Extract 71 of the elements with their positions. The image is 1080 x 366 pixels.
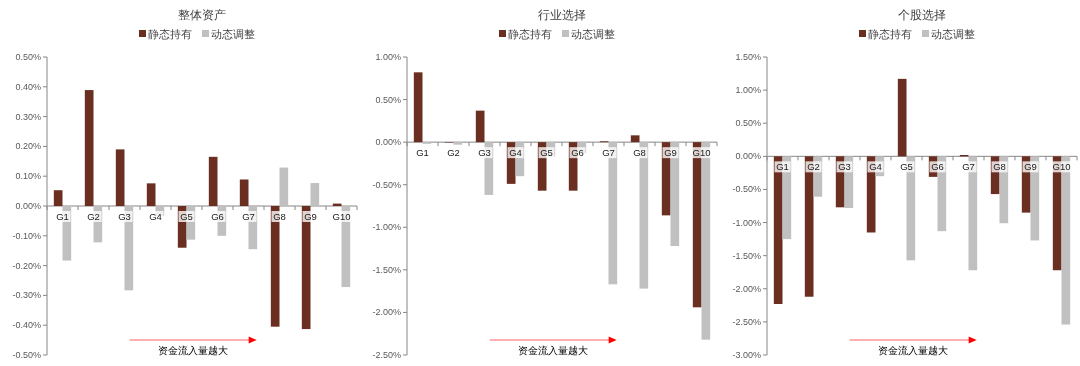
x-tick-label: G6 — [211, 210, 224, 222]
x-tick-label: G8 — [993, 160, 1006, 172]
y-tick-label: 0.00% — [735, 151, 761, 162]
legend-label: 动态调整 — [931, 28, 975, 40]
y-tick-label: 0.20% — [15, 141, 41, 152]
y-tick-label: -0.50% — [372, 179, 401, 190]
y-tick-label: -0.50% — [12, 350, 41, 360]
legend-label: 静态持有 — [508, 28, 552, 40]
x-tick-label: G9 — [1024, 160, 1037, 172]
annotation: 资金流入量越大 — [877, 345, 948, 356]
x-tick-label: G3 — [838, 160, 851, 172]
x-tick-label: G9 — [664, 146, 677, 158]
legend-label: 静态持有 — [148, 28, 192, 40]
x-tick-label: G7 — [242, 210, 255, 222]
y-tick-label: -0.20% — [12, 260, 41, 271]
x-tick-label: G5 — [900, 160, 913, 172]
x-tick-label: G6 — [571, 146, 584, 158]
y-tick-label: -3.00% — [732, 350, 761, 360]
x-tick-label: G3 — [478, 146, 491, 158]
y-tick-label: -2.50% — [732, 316, 761, 327]
x-tick-label: G2 — [807, 160, 820, 172]
x-tick-label: G1 — [776, 160, 789, 172]
x-tick-label: G2 — [447, 146, 460, 158]
x-tick-label: G1 — [56, 210, 69, 222]
x-tick-label: G8 — [273, 210, 286, 222]
y-tick-label: -0.10% — [12, 230, 41, 241]
x-tick-label: G10 — [1052, 160, 1071, 172]
x-tick-label: G9 — [304, 210, 317, 222]
annotation: 资金流入量越大 — [157, 345, 228, 356]
y-tick-label: 1.00% — [375, 52, 401, 62]
y-tick-label: -0.50% — [732, 184, 761, 195]
y-tick-label: 0.10% — [15, 171, 41, 182]
y-tick-label: -1.50% — [732, 250, 761, 261]
y-tick-label: 0.50% — [15, 52, 41, 62]
y-tick-label: -0.40% — [12, 320, 41, 331]
x-tick-label: G2 — [87, 210, 100, 222]
y-tick-label: -1.00% — [372, 222, 401, 233]
x-tick-label: G4 — [869, 160, 882, 172]
x-tick-label: G4 — [509, 146, 522, 158]
y-tick-label: 0.00% — [15, 201, 41, 211]
y-tick-label: 0.50% — [375, 94, 401, 105]
x-tick-label: G5 — [180, 210, 193, 222]
y-tick-label: 1.00% — [735, 85, 761, 96]
y-tick-label: -1.00% — [732, 217, 761, 228]
x-tick-label: G1 — [416, 146, 429, 158]
x-tick-label: G10 — [692, 146, 711, 158]
x-tick-label: G5 — [540, 146, 553, 158]
y-tick-label: -1.50% — [372, 264, 401, 275]
legend-label: 动态调整 — [211, 28, 255, 40]
x-tick-label: G7 — [602, 146, 615, 158]
x-tick-label: G4 — [149, 210, 162, 222]
y-tick-label: -2.00% — [372, 307, 401, 318]
x-tick-label: G3 — [118, 210, 131, 222]
x-tick-label: G7 — [962, 160, 975, 172]
y-tick-label: 0.00% — [375, 137, 401, 148]
x-tick-label: G10 — [332, 210, 351, 222]
y-tick-label: -2.50% — [372, 350, 401, 360]
x-tick-label: G6 — [931, 160, 944, 172]
y-tick-label: 0.30% — [15, 111, 41, 122]
legend-label: 动态调整 — [571, 28, 615, 40]
y-tick-label: -2.00% — [732, 283, 761, 294]
chart-title: 整体资产 — [178, 8, 226, 22]
y-tick-label: 0.50% — [735, 118, 761, 129]
chart-title: 个股选择 — [898, 8, 946, 22]
y-tick-label: 0.40% — [15, 81, 41, 92]
x-tick-label: G8 — [633, 146, 646, 158]
annotation: 资金流入量越大 — [517, 345, 588, 356]
y-tick-label: 1.50% — [735, 52, 761, 62]
chart-title: 行业选择 — [538, 8, 586, 22]
y-tick-label: -0.30% — [12, 290, 41, 301]
legend-label: 静态持有 — [868, 28, 912, 40]
